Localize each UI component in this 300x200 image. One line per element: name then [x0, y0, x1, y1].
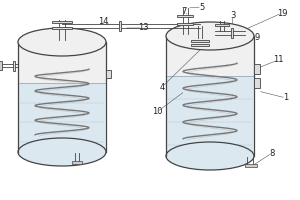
Ellipse shape: [166, 22, 254, 50]
Bar: [19, 83, 105, 152]
Bar: [52, 21, 72, 23]
Text: 11: 11: [273, 55, 283, 64]
Ellipse shape: [18, 28, 106, 56]
Text: 3: 3: [230, 10, 236, 20]
Bar: [119, 21, 121, 31]
Text: 1: 1: [284, 94, 289, 102]
Bar: [106, 70, 111, 78]
Text: 14: 14: [98, 17, 108, 25]
Bar: [166, 36, 254, 156]
Bar: [52, 27, 72, 29]
Bar: [191, 40, 209, 42]
Text: 5: 5: [200, 2, 205, 11]
Text: 7: 7: [181, 7, 187, 17]
Text: 4: 4: [159, 82, 165, 92]
Text: 8: 8: [269, 148, 275, 158]
Bar: [191, 44, 209, 46]
Text: 19: 19: [277, 8, 287, 18]
Bar: [18, 42, 106, 152]
Bar: [254, 78, 260, 88]
Bar: [0, 61, 2, 70]
Bar: [72, 161, 82, 164]
Text: 9: 9: [254, 32, 260, 42]
Bar: [231, 28, 233, 38]
Bar: [177, 23, 193, 25]
Bar: [215, 24, 229, 26]
Bar: [254, 64, 260, 74]
Bar: [177, 15, 193, 17]
Bar: [167, 76, 253, 156]
Ellipse shape: [166, 142, 254, 170]
Text: 13: 13: [138, 23, 148, 32]
Bar: [245, 164, 257, 167]
Text: 10: 10: [152, 108, 162, 116]
Bar: [13, 60, 15, 71]
Ellipse shape: [18, 138, 106, 166]
